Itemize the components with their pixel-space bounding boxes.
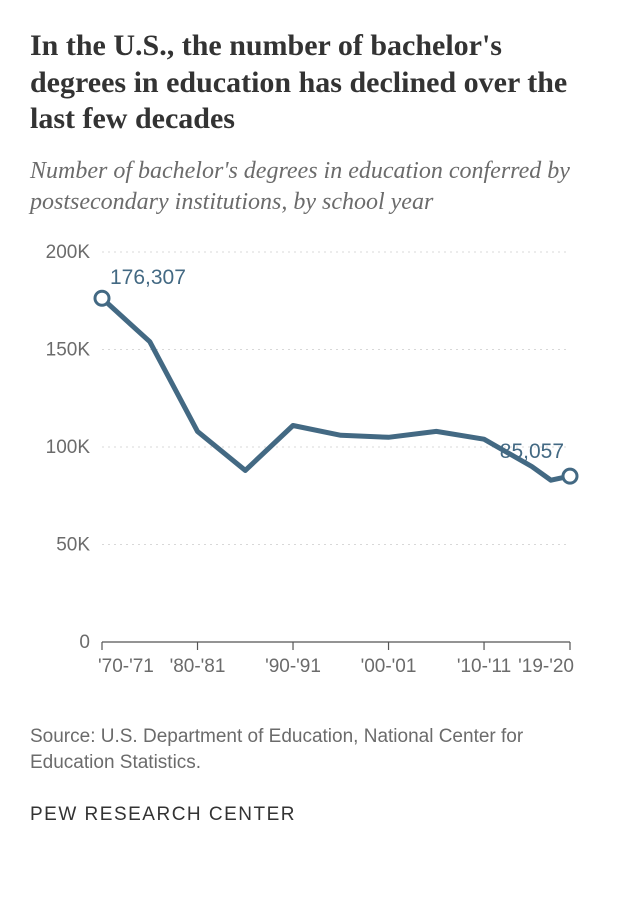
svg-text:'00-'01: '00-'01 [361, 656, 417, 677]
svg-text:'10-'11: '10-'11 [457, 656, 511, 677]
line-chart: 0 50K 100K 150K 200K '70-'71 '80-'81 '90-'91 '00… [30, 242, 590, 702]
svg-text:'90-'91: '90-'91 [265, 656, 321, 677]
svg-text:176,307: 176,307 [110, 266, 186, 289]
svg-text:100K: 100K [46, 437, 91, 458]
chart-title: In the U.S., the number of bachelor's de… [30, 28, 590, 138]
svg-text:150K: 150K [46, 340, 91, 361]
svg-text:0: 0 [79, 632, 90, 653]
svg-text:50K: 50K [56, 535, 90, 556]
svg-text:200K: 200K [46, 242, 91, 263]
svg-text:85,057: 85,057 [500, 440, 564, 463]
svg-text:'70-'71: '70-'71 [98, 656, 154, 677]
svg-text:'19-'20: '19-'20 [518, 656, 574, 677]
publisher-footer: PEW RESEARCH CENTER [30, 804, 590, 826]
chart-subtitle: Number of bachelor's degrees in educatio… [30, 156, 590, 217]
source-note: Source: U.S. Department of Education, Na… [30, 724, 590, 775]
chart-svg: 0 50K 100K 150K 200K '70-'71 '80-'81 '90-'91 '00… [30, 242, 590, 702]
svg-text:'80-'81: '80-'81 [170, 656, 226, 677]
